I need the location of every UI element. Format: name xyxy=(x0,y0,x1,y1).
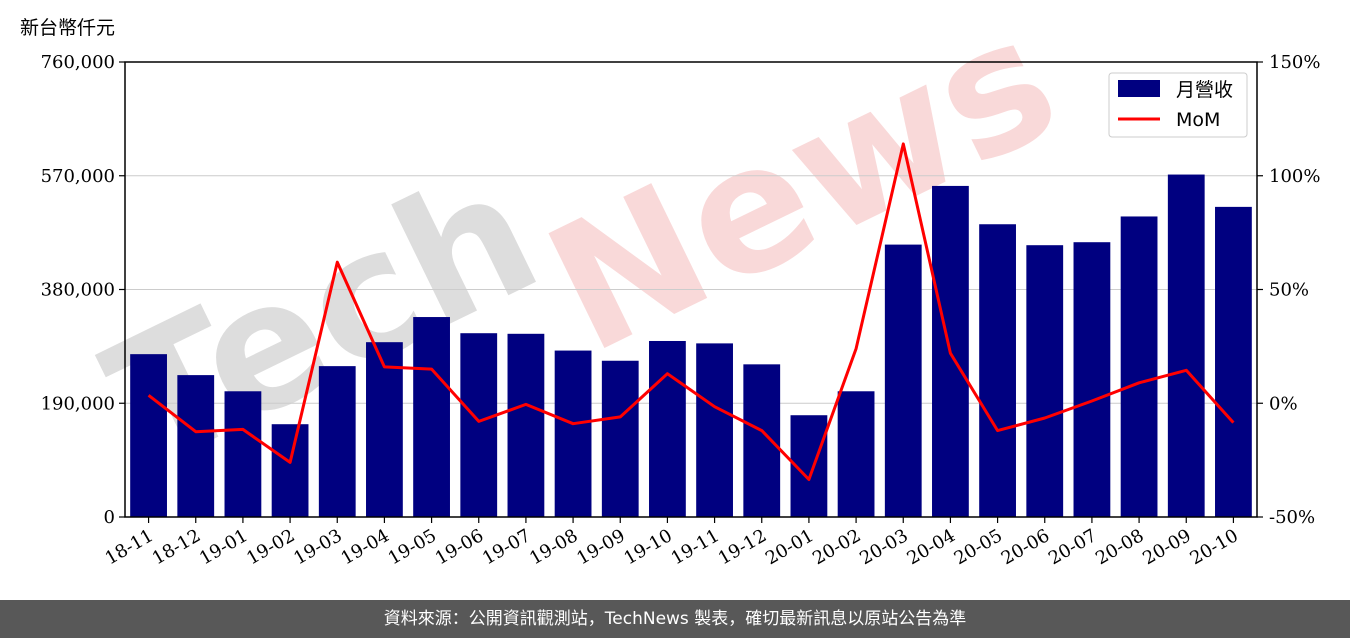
bar-18-11 xyxy=(130,354,167,517)
bar-19-02 xyxy=(271,424,309,517)
x-tick-label: 19-03 xyxy=(290,525,345,569)
legend-label-revenue: 月營收 xyxy=(1176,79,1233,101)
line-series xyxy=(147,142,1235,481)
x-tick-label: 19-06 xyxy=(432,525,487,569)
bar-19-05 xyxy=(413,317,450,517)
bar-19-11 xyxy=(696,343,733,517)
x-tick-label: 19-01 xyxy=(196,525,251,569)
x-tick-label: 19-02 xyxy=(243,525,298,569)
y-left-tick-label: 570,000 xyxy=(41,166,115,187)
bar-19-04 xyxy=(366,342,403,517)
y-left-tick-label: 380,000 xyxy=(41,280,115,301)
legend-bar-swatch xyxy=(1118,80,1160,97)
bar-20-03 xyxy=(884,244,922,517)
y-right-tick-label: 150% xyxy=(1269,52,1320,73)
y-left-tick-label: 760,000 xyxy=(41,52,115,73)
bar-20-05 xyxy=(979,224,1016,518)
x-tick-label: 19-11 xyxy=(668,525,723,569)
x-tick-label: 20-05 xyxy=(951,525,1006,569)
x-tick-label: 19-07 xyxy=(479,525,534,569)
x-tick-label: 19-10 xyxy=(620,525,675,569)
source-footer: 資料來源：公開資訊觀測站，TechNews 製表，確切最新訊息以原站公告為準 xyxy=(0,600,1350,638)
x-tick-label: 20-06 xyxy=(998,525,1053,569)
y-right-tick-label: 0% xyxy=(1269,393,1298,414)
legend-label-mom: MoM xyxy=(1176,109,1220,131)
bar-19-06 xyxy=(460,333,498,517)
x-tick-label: 18-12 xyxy=(149,525,204,569)
bar-19-10 xyxy=(649,340,686,517)
bar-20-09 xyxy=(1167,174,1205,518)
x-tick-label: 19-05 xyxy=(385,525,440,569)
revenue-chart: Tech News 18-1118-1219-0119-0219-0319-04… xyxy=(20,0,1320,569)
x-tick-label: 19-09 xyxy=(573,525,628,569)
x-tick-label: 20-08 xyxy=(1092,525,1147,569)
bar-18-12 xyxy=(177,375,215,517)
x-tick-label: 20-04 xyxy=(903,525,958,569)
bar-19-09 xyxy=(601,360,639,517)
bar-20-07 xyxy=(1073,242,1111,517)
x-axis-tick-labels: 18-1118-1219-0119-0219-0319-0419-0519-06… xyxy=(102,525,1242,569)
bar-19-07 xyxy=(507,333,545,517)
axes xyxy=(119,61,1263,523)
unit-label: 新台幣仟元 xyxy=(20,17,115,39)
bar-19-08 xyxy=(554,350,592,517)
right-axis-tick-labels: -50% 0% 50% 100% 150% xyxy=(1269,52,1320,528)
x-tick-label: 19-12 xyxy=(715,525,770,569)
y-right-tick-label: 100% xyxy=(1269,166,1320,187)
bar-20-06 xyxy=(1026,245,1064,517)
y-left-tick-label: 190,000 xyxy=(41,393,115,414)
x-tick-label: 20-10 xyxy=(1186,525,1241,569)
x-tick-label: 18-11 xyxy=(102,525,157,569)
bar-20-02 xyxy=(837,391,875,517)
y-right-tick-label: 50% xyxy=(1269,280,1309,301)
bar-series xyxy=(130,174,1252,518)
y-left-tick-label: 0 xyxy=(104,507,115,528)
bar-19-01 xyxy=(224,391,262,517)
gridlines xyxy=(125,175,1257,404)
left-axis-tick-labels: 0 190,000 380,000 570,000 760,000 xyxy=(41,52,115,528)
x-tick-label: 19-04 xyxy=(337,525,392,569)
y-right-tick-label: -50% xyxy=(1269,507,1315,528)
bar-20-08 xyxy=(1120,216,1158,518)
x-tick-label: 20-03 xyxy=(856,525,911,569)
mom-line xyxy=(147,142,1235,481)
x-tick-label: 19-08 xyxy=(526,525,581,569)
bar-19-03 xyxy=(318,366,356,517)
bar-19-12 xyxy=(743,364,781,517)
bar-20-10 xyxy=(1215,206,1252,517)
x-tick-label: 20-09 xyxy=(1139,525,1194,569)
legend: 月營收 MoM xyxy=(1108,72,1248,138)
x-tick-label: 20-07 xyxy=(1045,525,1100,569)
x-tick-label: 20-01 xyxy=(762,525,817,569)
x-tick-label: 20-02 xyxy=(809,525,864,569)
